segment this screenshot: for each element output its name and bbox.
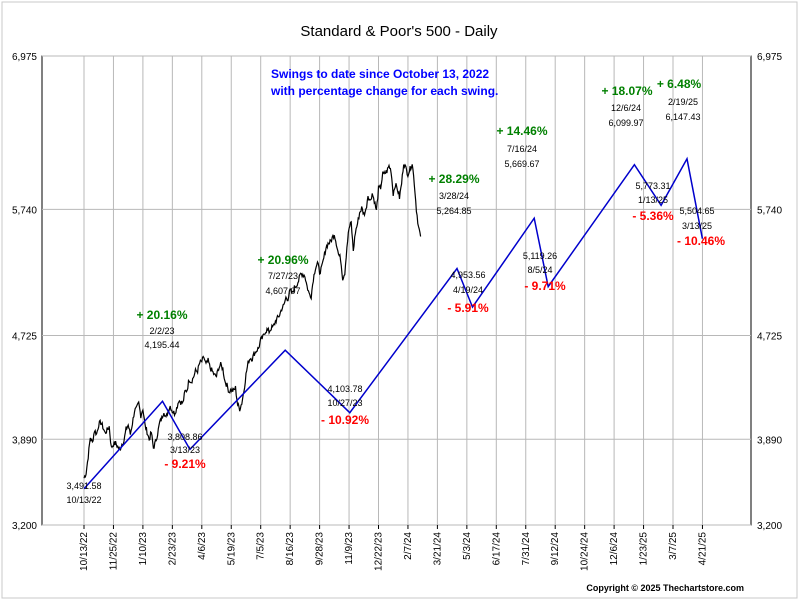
- swing-gain: + 20.96%: [257, 253, 308, 267]
- x-tick-label: 2/23/23: [167, 532, 178, 566]
- swing-annotation: 5,669.67 7/16/24 + 14.46%: [496, 124, 547, 169]
- swing-gain: + 18.07%: [601, 84, 652, 98]
- y-tick-left: 4,725: [12, 332, 37, 343]
- swing-value: 5,773.31: [635, 181, 670, 191]
- y-tick-right: 3,890: [757, 435, 782, 446]
- chart-title: Standard & Poor's 500 - Daily: [300, 23, 498, 40]
- swing-loss: - 9.21%: [164, 457, 206, 471]
- y-axis-labels: 3,200 3,200 3,890 3,890 4,725 4,725 5,740 5,740…: [12, 52, 782, 532]
- y-tick-right: 3,200: [757, 521, 782, 532]
- x-tick-label: 12/6/24: [609, 532, 620, 566]
- swing-annotations: 3,491.58 10/13/22 4,195.44 2/2/23 + 20.16% 3,…: [66, 77, 725, 505]
- x-tick-label: 3/7/25: [668, 532, 679, 560]
- x-tick-label: 8/16/23: [285, 532, 296, 566]
- swing-annotation: 4,195.44 2/2/23 + 20.16%: [136, 308, 187, 350]
- x-tick-label: 2/7/24: [403, 532, 414, 560]
- grid: [42, 55, 751, 529]
- x-tick-label: 10/13/22: [79, 532, 90, 571]
- x-axis-labels: 10/13/22 11/25/22 1/10/23 2/23/23 4/6/23 5/19…: [79, 532, 708, 571]
- swing-value: 4,953.56: [450, 270, 485, 280]
- swing-annotation: 4,953.56 4/19/24 - 5.91%: [447, 270, 489, 315]
- copyright: Copyright © 2025 Thechartstore.com: [586, 583, 744, 593]
- swing-gain: + 14.46%: [496, 124, 547, 138]
- swing-date: 4/19/24: [453, 285, 483, 295]
- x-tick-label: 1/23/25: [639, 532, 650, 566]
- swing-annotation: 5,264.85 3/28/24 + 28.29%: [428, 172, 479, 216]
- x-tick-label: 5/3/24: [462, 532, 473, 560]
- x-tick-label: 5/19/23: [226, 532, 237, 566]
- swing-loss: - 9.71%: [524, 279, 566, 293]
- swing-path: [83, 156, 704, 490]
- x-tick-label: 9/12/24: [550, 532, 561, 566]
- y-tick-right: 6,975: [757, 52, 782, 63]
- swing-date: 12/6/24: [611, 103, 641, 113]
- swings-note-line-2: with percentage change for each swing.: [270, 84, 498, 98]
- x-tick-label: 9/28/23: [315, 532, 326, 566]
- x-tick-label: 10/24/24: [580, 532, 591, 571]
- swing-lines: [83, 156, 704, 490]
- swing-date: 10/27/23: [327, 398, 362, 408]
- swing-annotation: 6,147.43 2/19/25 + 6.48%: [657, 77, 702, 122]
- swing-annotation: 4,607.07 7/27/23 + 20.96%: [257, 253, 308, 296]
- swing-date: 3/13/25: [682, 221, 712, 231]
- swing-value: 5,264.85: [436, 206, 471, 216]
- swing-annotation: 5,504.65 3/13/25 - 10.46%: [677, 206, 725, 248]
- swing-gain: + 28.29%: [428, 172, 479, 186]
- swing-annotation: 6,099.97 12/6/24 + 18.07%: [601, 84, 652, 128]
- swing-date: 3/28/24: [439, 191, 469, 201]
- plot-area: [41, 55, 752, 526]
- swing-date: 2/2/23: [149, 326, 174, 336]
- price-line: [83, 163, 422, 479]
- y-tick-right: 5,740: [757, 205, 782, 216]
- swing-value: 3,808.86: [167, 432, 202, 442]
- swing-gain: + 20.16%: [136, 308, 187, 322]
- swing-date: 1/13/25: [638, 195, 668, 205]
- swing-annotation: 5,119.26 8/5/24 - 9.71%: [523, 251, 566, 293]
- x-tick-label: 6/17/24: [491, 532, 502, 566]
- x-tick-label: 4/21/25: [697, 532, 708, 566]
- swing-value: 3,491.58: [66, 481, 101, 491]
- swing-date: 10/13/22: [66, 495, 101, 505]
- swing-value: 4,103.78: [327, 384, 362, 394]
- swing-value: 6,147.43: [665, 112, 700, 122]
- x-tick-label: 3/21/24: [432, 532, 443, 566]
- y-tick-left: 6,975: [12, 52, 37, 63]
- swing-value: 5,504.65: [679, 206, 714, 216]
- x-tick-label: 4/6/23: [197, 532, 208, 560]
- swing-value: 5,669.67: [504, 159, 539, 169]
- x-tick-label: 11/9/23: [344, 532, 355, 565]
- x-tick-label: 7/31/24: [521, 532, 532, 566]
- swing-date: 8/5/24: [527, 265, 552, 275]
- swing-value: 4,195.44: [144, 340, 179, 350]
- swing-annotation: 3,491.58 10/13/22: [66, 481, 101, 505]
- swing-loss: - 5.91%: [447, 301, 489, 315]
- swing-annotation: 4,103.78 10/27/23 - 10.92%: [321, 384, 369, 427]
- y-tick-left: 3,890: [12, 435, 37, 446]
- x-tick-label: 12/22/23: [374, 532, 385, 571]
- y-tick-left: 5,740: [12, 205, 37, 216]
- swing-value: 5,119.26: [523, 251, 557, 261]
- swing-annotation: 5,773.31 1/13/25 - 5.36%: [632, 181, 674, 223]
- swing-annotation: 3,808.86 3/13/23 - 9.21%: [164, 432, 206, 471]
- swing-loss: - 5.36%: [632, 209, 674, 223]
- x-tick-label: 11/25/22: [108, 532, 119, 571]
- swings-note-line-1: Swings to date since October 13, 2022: [271, 67, 489, 81]
- y-tick-right: 4,725: [757, 332, 782, 343]
- y-tick-left: 3,200: [12, 521, 37, 532]
- swing-gain: + 6.48%: [657, 77, 702, 91]
- sp500-price-path: [83, 163, 422, 479]
- swing-date: 3/13/23: [170, 445, 200, 455]
- swing-loss: - 10.92%: [321, 413, 369, 427]
- x-tick-label: 1/10/23: [138, 532, 149, 566]
- x-tick-label: 7/5/23: [256, 532, 267, 560]
- swing-loss: - 10.46%: [677, 234, 725, 248]
- swing-value: 6,099.97: [608, 118, 643, 128]
- swing-date: 2/19/25: [668, 97, 698, 107]
- swing-date: 7/16/24: [507, 144, 537, 154]
- swing-value: 4,607.07: [265, 286, 300, 296]
- swing-date: 7/27/23: [268, 271, 298, 281]
